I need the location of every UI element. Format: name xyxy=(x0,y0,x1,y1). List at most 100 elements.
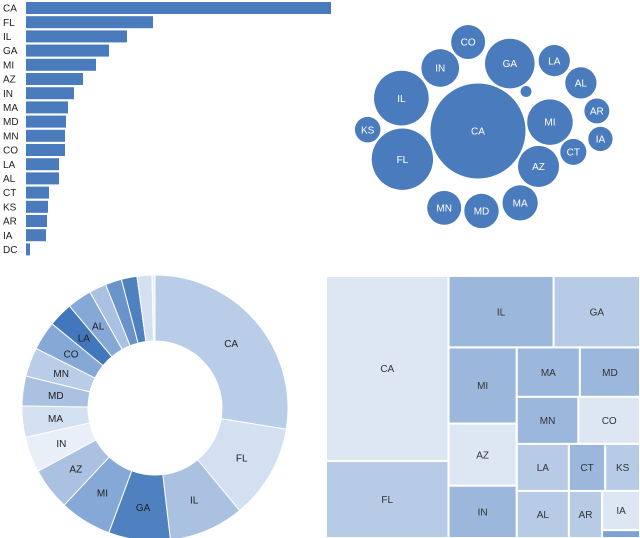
bubble xyxy=(430,83,526,179)
slice-label: IL xyxy=(190,496,199,507)
bar-label: CA xyxy=(3,4,17,15)
cell-label: IA xyxy=(616,506,626,517)
bar-label: MI xyxy=(3,60,14,71)
bubble-label: FL xyxy=(397,155,409,166)
cell-label: FL xyxy=(381,495,393,506)
bar-label: AL xyxy=(3,174,16,185)
bubble xyxy=(520,86,532,97)
bubble xyxy=(371,128,434,190)
cell-label: GA xyxy=(590,307,605,318)
bubble-label: MD xyxy=(474,207,490,218)
bubble xyxy=(538,44,570,77)
bar-label: IN xyxy=(3,89,13,100)
slice-label: AZ xyxy=(69,465,82,476)
bubble-label: KS xyxy=(361,125,375,136)
treemap-cell xyxy=(552,275,640,349)
cell-label: CA xyxy=(380,364,394,375)
treemap-cell xyxy=(515,395,580,445)
treemap-cell xyxy=(447,275,555,349)
bubble xyxy=(584,98,610,124)
bar-label: AR xyxy=(3,217,17,228)
bar xyxy=(26,229,46,242)
bubble-label: AL xyxy=(575,79,588,90)
bubble xyxy=(427,190,462,225)
bubble-label: CA xyxy=(471,127,485,138)
bar-label: IA xyxy=(3,231,13,242)
bar xyxy=(26,73,83,85)
treemap-cell xyxy=(325,275,450,462)
bar-label: MN xyxy=(3,131,19,142)
donut-slice xyxy=(151,274,156,342)
bar-label: LA xyxy=(3,160,16,171)
bar xyxy=(26,129,65,142)
bar-label: CO xyxy=(3,146,18,157)
bar xyxy=(26,30,127,43)
bubble xyxy=(560,138,587,165)
slice-label: AL xyxy=(92,321,105,332)
cell-label: CO xyxy=(602,416,617,427)
bubble xyxy=(421,49,460,87)
bar xyxy=(26,243,30,256)
cell-label: CT xyxy=(580,463,593,474)
bubble-label: IL xyxy=(397,94,406,105)
cell-label: AR xyxy=(579,510,593,521)
bubble xyxy=(374,70,429,126)
treemap-cell xyxy=(447,346,518,425)
bubble-label: LA xyxy=(548,56,561,67)
bar-label: GA xyxy=(3,46,18,57)
slice-label: GA xyxy=(136,503,151,514)
slice-label: LA xyxy=(78,333,91,344)
slice-label: MI xyxy=(97,489,108,500)
bar-label: MD xyxy=(3,117,19,128)
cell-label: KS xyxy=(616,463,630,474)
bubble xyxy=(527,99,573,145)
bubble xyxy=(565,67,597,99)
cell-label: AZ xyxy=(476,450,489,461)
bubble xyxy=(485,38,535,89)
bar-label: KS xyxy=(3,202,17,213)
bar xyxy=(26,186,49,199)
slice-label: CA xyxy=(224,339,238,350)
bar-label: IL xyxy=(3,32,12,43)
cell-label: MI xyxy=(477,381,488,392)
bubble-label: MI xyxy=(544,118,555,129)
bar xyxy=(26,44,109,57)
bubble xyxy=(451,25,486,60)
slice-label: IN xyxy=(56,439,66,450)
bar xyxy=(26,16,153,29)
bubble xyxy=(502,185,538,221)
slice-label: FL xyxy=(236,453,248,464)
bar xyxy=(26,87,74,100)
bar xyxy=(26,58,96,71)
treemap-cell xyxy=(325,459,450,538)
bar xyxy=(26,101,68,114)
bar xyxy=(26,2,331,14)
bar xyxy=(26,115,66,128)
slice-label: MD xyxy=(48,391,64,402)
bar xyxy=(26,172,59,185)
bubble xyxy=(464,193,499,229)
cell-label: LA xyxy=(537,463,550,474)
bar-label: FL xyxy=(3,18,15,29)
bubble-label: IA xyxy=(596,135,606,146)
bar xyxy=(26,215,47,227)
cell-label: MD xyxy=(602,368,618,379)
bar xyxy=(26,158,59,171)
bubble-label: IN xyxy=(435,64,445,75)
slice-label: CO xyxy=(64,349,79,360)
donut-slice xyxy=(162,458,241,538)
cell-label: MN xyxy=(540,416,556,427)
bubble xyxy=(588,126,613,152)
bubble xyxy=(517,145,560,187)
bubble-label: MN xyxy=(436,203,452,214)
bar-label: DC xyxy=(3,245,17,256)
bubble-label: CO xyxy=(461,38,476,49)
bubble-label: GA xyxy=(503,59,518,70)
bubble-label: AR xyxy=(590,107,604,118)
cell-label: IL xyxy=(497,307,506,318)
bar-label: AZ xyxy=(3,75,16,86)
bubble-label: AZ xyxy=(532,162,545,173)
bar-label: MA xyxy=(3,103,18,114)
donut-slice xyxy=(154,274,289,430)
